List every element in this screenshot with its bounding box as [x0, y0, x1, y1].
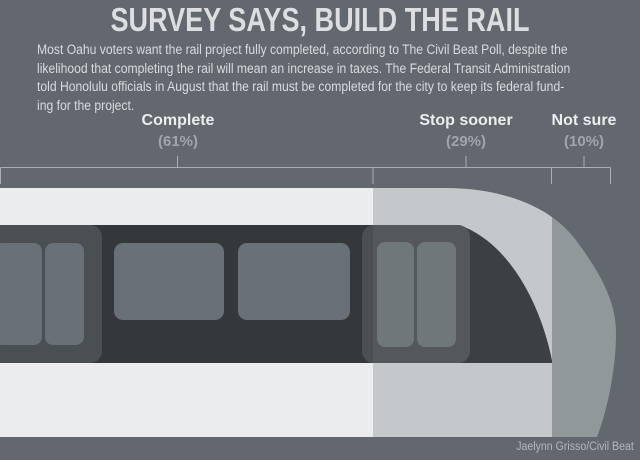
segment-label-stop-sooner: Stop sooner (29%): [376, 112, 556, 150]
door-right-frame: [362, 225, 373, 363]
label-ticks: [177, 156, 585, 168]
train-zone-not-sure: [552, 217, 616, 437]
door-left-glass-1: [0, 243, 42, 345]
door-right-glass-1: [377, 242, 414, 347]
train-zone-stop-sooner: [373, 188, 552, 437]
train-zone-complete: [0, 188, 373, 437]
segment-percent: (61%): [157, 133, 198, 150]
segment-boundary-ticks: [0, 167, 611, 184]
intro-line: Most Oahu voters want the rail project f…: [37, 42, 568, 57]
segment-percent: (29%): [445, 133, 486, 150]
passenger-window-1: [114, 243, 224, 320]
segment-label-not-sure: Not sure (10%): [494, 112, 640, 150]
intro-paragraph: Most Oahu voters want the rail project f…: [37, 41, 570, 115]
segment-name: Complete: [141, 112, 215, 129]
segment-percent: (10%): [563, 133, 604, 150]
door-right-glass-2: [417, 242, 456, 347]
segment-name: Stop sooner: [419, 112, 513, 129]
credit-byline: Jaelynn Grisso/Civil Beat: [516, 441, 634, 453]
intro-line: told Honolulu officials in August that t…: [37, 79, 565, 95]
segment-label-complete: Complete (61%): [88, 112, 268, 150]
train-silhouette: [552, 217, 616, 437]
intro-line: ing for the project.: [37, 97, 135, 113]
segment-name: Not sure: [551, 112, 617, 129]
passenger-window-2: [238, 243, 350, 320]
page-title: SURVEY SAYS, BUILD THE RAIL: [110, 1, 530, 38]
intro-line: likelihood that completing the rail will…: [37, 60, 571, 76]
door-left-glass-2: [45, 243, 84, 345]
